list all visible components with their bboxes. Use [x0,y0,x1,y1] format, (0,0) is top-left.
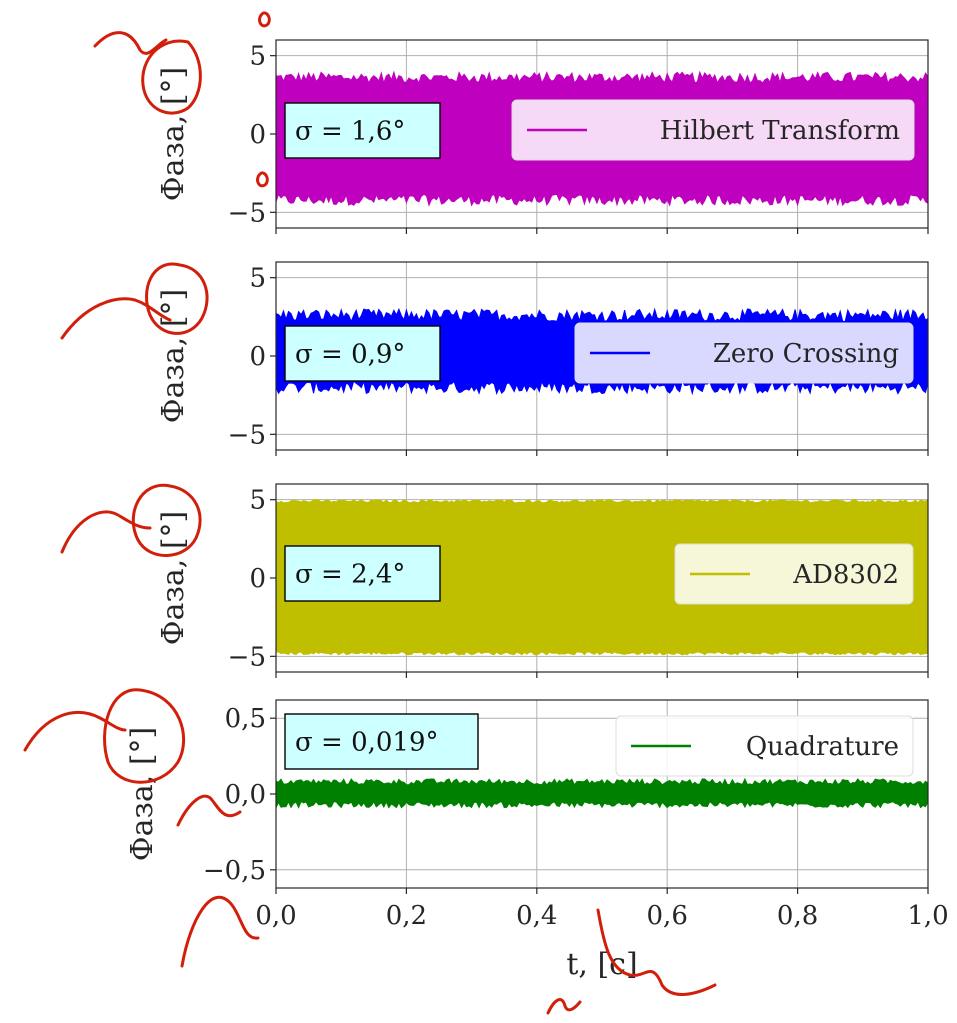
ink-mark-panel2-circle [145,262,209,335]
x-tick-label: 0,0 [255,901,296,931]
y-tick-label: 0 [249,564,266,594]
y-tick-label: 0,5 [225,704,266,734]
y-tick-label: −5 [228,198,266,228]
sigma-annotation: σ = 0,019° [295,728,439,758]
ink-mark-panel1-curl-top [258,11,271,28]
x-tick-label: 0,4 [516,901,557,931]
panel-2: −5 0 5 Фаза, [°] σ = 0,9° Zero Crossing [156,261,929,456]
legend-box [511,99,915,161]
y-axis-label: Фаза, [°] [125,727,160,862]
ink-mark-panel4-squiggle [23,711,127,752]
sigma-box [284,325,441,382]
y-tick-label: 0,0 [225,780,266,810]
x-tick-label: 0,6 [647,901,688,931]
legend-label: Quadrature [746,732,899,762]
ink-mark-panel3-squiggle [60,510,152,554]
legend-box [615,715,914,777]
ink-mark-panel1-curl-mid [256,171,269,188]
ink-mark-panel1-circle [141,39,202,115]
y-axis-label: Фаза, [°] [156,67,191,202]
y-axis-label: Фаза, [°] [156,511,191,646]
y-tick-label: −5 [228,420,266,450]
y-tick-label: 5 [249,42,266,72]
sigma-box [284,102,441,159]
legend-label: Hilbert Transform [660,116,900,146]
sigma-annotation: σ = 1,6° [295,117,405,147]
legend-label: Zero Crossing [713,339,899,369]
panel-4: −0,5 0,0 0,5 Фаза, [°] σ = 0,019° Quadrature 0… [125,699,949,931]
x-axis-label: t, [c] [566,947,637,982]
panel-1: −5 0 5 Фаза, [°] σ = 1,6° Hilbert Transform [156,39,929,234]
legend-box [574,322,914,384]
ink-mark-panel3-circle [131,483,202,557]
x-tick-label: 1,0 [907,901,948,931]
panel-3: −5 0 5 Фаза, [°] σ = 2,4° AD8302 [156,483,929,678]
y-tick-label: −5 [228,642,266,672]
handwritten-annotations [23,11,717,1015]
y-tick-label: 0 [249,120,266,150]
sigma-annotation: σ = 0,9° [295,340,405,370]
ink-mark-zero-scribble [176,794,242,827]
legend-label: AD8302 [792,560,899,590]
y-tick-label: 0 [249,342,266,372]
sigma-box [284,545,441,602]
sigma-annotation: σ = 2,4° [295,560,405,590]
series-band-quadrature [275,777,929,809]
ink-mark-xaxis-right [596,908,717,996]
legend-box [674,543,914,605]
y-tick-label: 5 [249,264,266,294]
ink-mark-panel1-squiggle [93,31,168,55]
ink-mark-bottom [546,998,582,1015]
ink-mark-panel4-circle [103,688,186,784]
x-tick-label: 0,8 [777,901,818,931]
x-tick-label: 0,2 [386,901,427,931]
ink-mark-panel2-squiggle [60,297,172,340]
y-tick-label: 5 [249,486,266,516]
y-axis-label: Фаза, [°] [156,289,191,424]
y-tick-label: −0,5 [203,856,266,886]
ink-mark-xaxis-left [180,896,260,968]
sigma-box [284,713,479,770]
